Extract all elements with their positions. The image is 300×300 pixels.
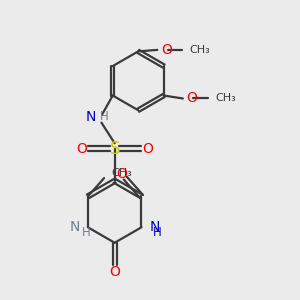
Text: N: N: [85, 110, 95, 124]
Text: N: N: [150, 220, 160, 234]
Text: H: H: [153, 226, 162, 239]
Text: H: H: [82, 226, 91, 239]
Text: S: S: [110, 140, 120, 158]
Text: O: O: [187, 92, 198, 106]
Text: N: N: [69, 220, 80, 234]
Text: O: O: [76, 142, 87, 155]
Text: O: O: [116, 167, 127, 181]
Text: H: H: [100, 110, 109, 123]
Text: O: O: [161, 43, 172, 57]
Text: O: O: [142, 142, 153, 155]
Text: O: O: [109, 265, 120, 279]
Text: CH₃: CH₃: [111, 168, 132, 178]
Text: CH₃: CH₃: [215, 94, 236, 103]
Text: CH₃: CH₃: [190, 45, 211, 55]
